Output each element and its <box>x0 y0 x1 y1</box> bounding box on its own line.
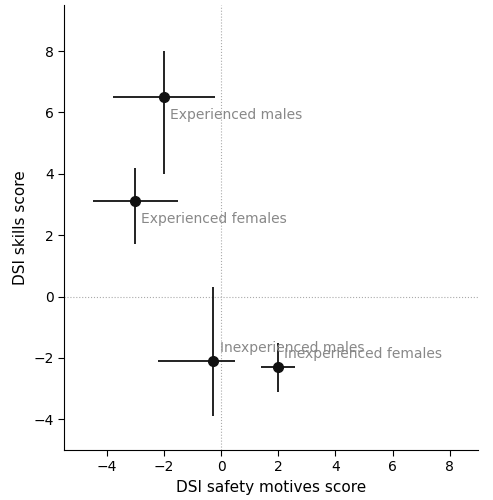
Text: Experienced males: Experienced males <box>170 108 302 122</box>
Text: Inexperienced females: Inexperienced females <box>284 347 442 361</box>
Text: Inexperienced males: Inexperienced males <box>220 341 364 355</box>
X-axis label: DSI safety motives score: DSI safety motives score <box>176 480 366 495</box>
Y-axis label: DSI skills score: DSI skills score <box>13 170 28 285</box>
Text: Experienced females: Experienced females <box>141 212 287 226</box>
